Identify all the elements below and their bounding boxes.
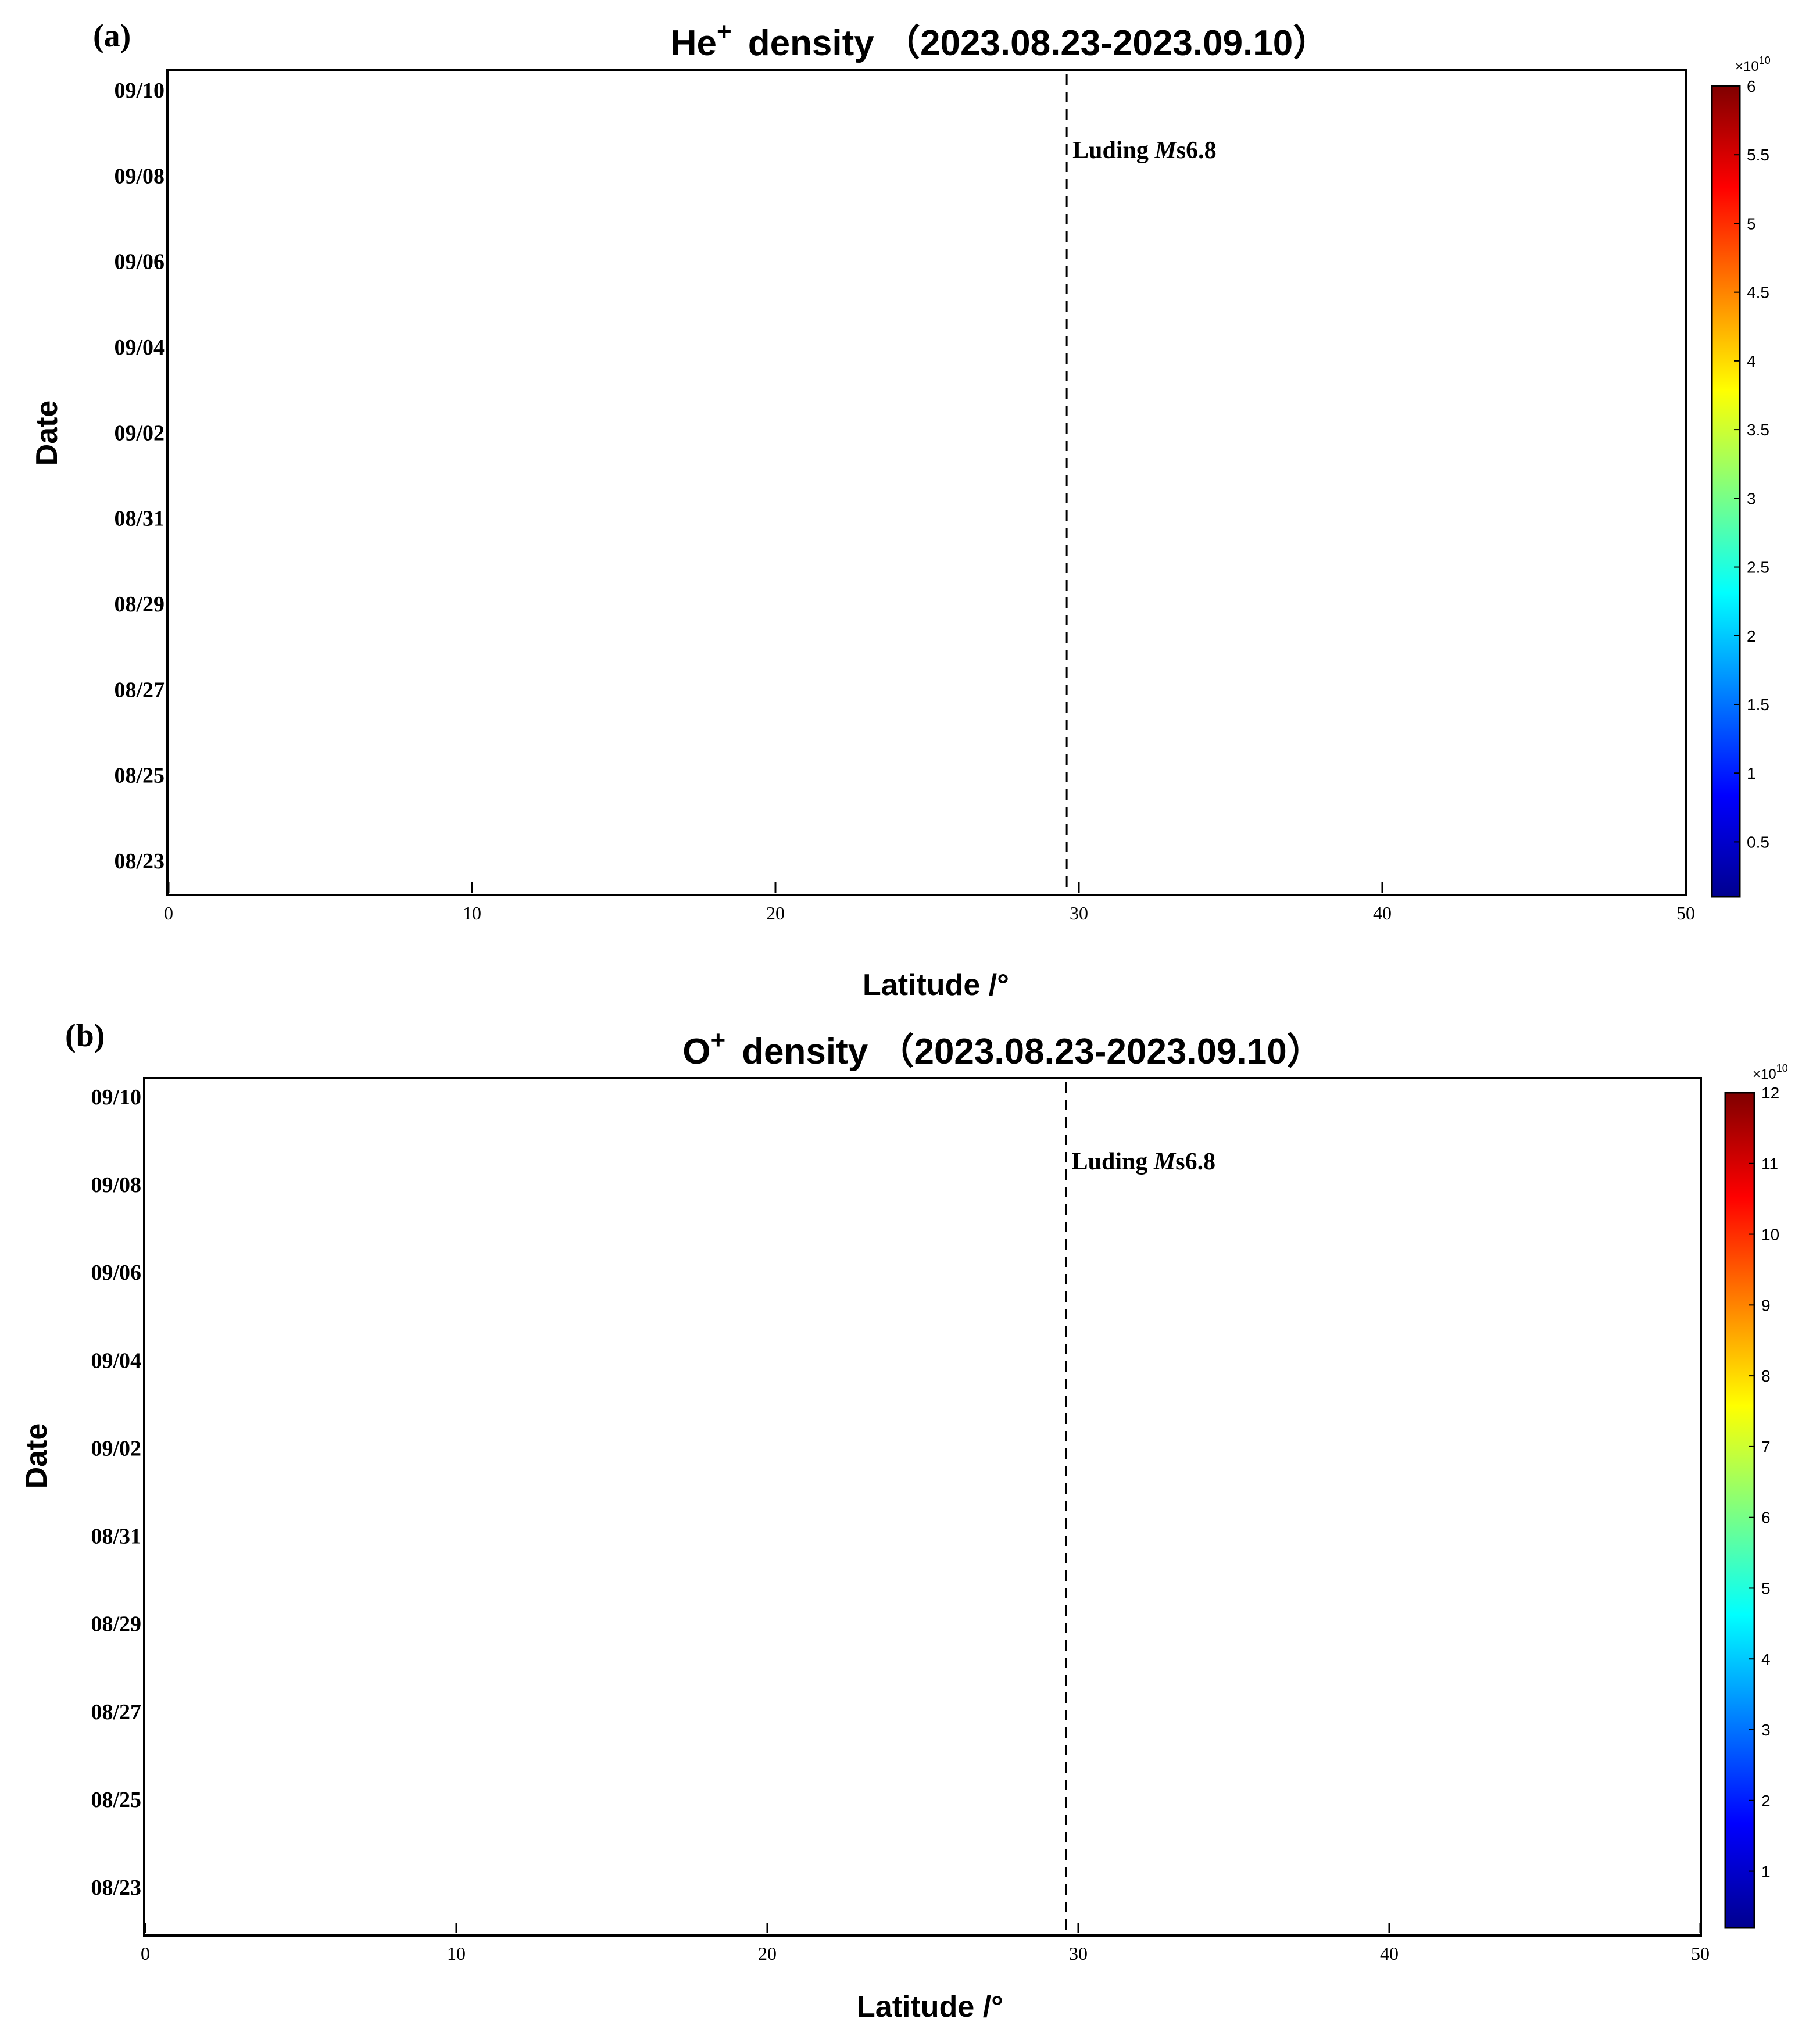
colorbar-gradient: [1724, 1092, 1755, 1929]
title-rest: density （2023.08.23-2023.09.10）: [742, 1031, 1323, 1072]
x-axis-label: Latitude /°: [857, 1990, 1003, 2024]
x-tick-label: 20: [758, 1943, 777, 1964]
panel-b: (b) O+ density （2023.08.23-2023.09.10） Lu…: [20, 1018, 1788, 2024]
colorbar-tick-label: 5: [1747, 214, 1756, 232]
y-tick-label: 09/08: [91, 1173, 141, 1197]
y-tick-label: 08/29: [91, 1612, 141, 1637]
x-tick-label: 10: [463, 903, 481, 924]
y-axis-ticks: 09/10 09/08 09/06 09/04 09/02 08/31 08/29 08/27…: [91, 1085, 141, 1900]
colorbar-tick-label: 11: [1761, 1155, 1778, 1173]
y-tick-label: 08/27: [114, 678, 165, 702]
y-tick-label: 08/25: [114, 764, 165, 788]
panel-label: (b): [65, 1018, 105, 1054]
y-tick-label: 08/27: [91, 1700, 141, 1724]
y-tick-label: 08/29: [114, 592, 165, 617]
x-tick-label: 50: [1676, 903, 1695, 924]
title-species: O: [682, 1032, 710, 1072]
y-tick-label: 08/23: [91, 1876, 141, 1900]
colorbar: ×1010 0.5 1 1.5 2 2.5 3 3.5 4 4.5 5 5.5 6: [1711, 55, 1771, 898]
colorbar-tick-label: 6: [1761, 1509, 1771, 1527]
colorbar-tick-label: 2: [1761, 1792, 1771, 1810]
x-tick-label: 30: [1070, 903, 1088, 924]
colorbar-exponent: ×1010: [1753, 1062, 1788, 1082]
colorbar-tick-label: 3: [1747, 489, 1756, 507]
title-superscript: +: [710, 1026, 725, 1054]
x-tick-label: 40: [1373, 903, 1392, 924]
y-tick-label: 08/31: [114, 507, 165, 531]
plot-frame: [143, 1077, 1702, 1937]
colorbar-tick-label: 4: [1747, 352, 1756, 370]
colorbar-tick-label: 5.5: [1747, 146, 1769, 164]
y-tick-label: 09/02: [91, 1436, 141, 1461]
x-tick-label: 40: [1380, 1943, 1399, 1964]
colorbar-exponent: ×1010: [1735, 55, 1771, 74]
colorbar-tick-label: 1.5: [1747, 696, 1769, 714]
y-tick-label: 09/04: [91, 1348, 141, 1373]
heatmap-rows: [140, 1087, 1706, 1889]
x-axis-ticks: 0 10 20 30 40 50: [141, 1923, 1710, 1964]
y-tick-label: 09/06: [114, 250, 165, 274]
heatmap-rows: [163, 80, 1692, 863]
title-superscript: +: [717, 17, 732, 46]
colorbar-ticks: 0.5 1 1.5 2 2.5 3 3.5 4 4.5 5 5.5 6: [1734, 77, 1769, 851]
y-axis-ticks: 09/10 09/08 09/06 09/04 09/02 08/31 08/29 08/27…: [114, 78, 165, 874]
colorbar-tick-label: 8: [1761, 1367, 1771, 1385]
colorbar-tick-label: 12: [1761, 1084, 1779, 1102]
colorbar-tick-label: 4: [1761, 1650, 1771, 1668]
x-tick-label: 0: [164, 903, 173, 924]
colorbar-tick-label: 1: [1747, 764, 1756, 782]
chart-title: He+ density （2023.08.23-2023.09.10）: [671, 17, 1329, 63]
x-tick-label: 50: [1691, 1943, 1710, 1964]
title-rest: density （2023.08.23-2023.09.10）: [748, 23, 1329, 63]
y-tick-label: 09/02: [114, 421, 165, 445]
colorbar-tick-label: 9: [1761, 1296, 1771, 1314]
y-tick-label: 09/10: [91, 1085, 141, 1110]
event-annotation: Luding Ms6.8: [1072, 137, 1216, 164]
colorbar-gradient: [1711, 85, 1741, 898]
y-axis-label: Date: [30, 400, 64, 466]
y-axis-label: Date: [20, 1423, 53, 1489]
colorbar-tick-label: 5: [1761, 1579, 1771, 1597]
x-tick-label: 10: [447, 1943, 466, 1964]
y-tick-label: 09/04: [114, 335, 165, 360]
x-tick-label: 30: [1069, 1943, 1088, 1964]
x-axis-label: Latitude /°: [863, 968, 1009, 1002]
colorbar-tick-label: 3: [1761, 1721, 1771, 1739]
colorbar-tick-label: 0.5: [1747, 833, 1769, 851]
colorbar-tick-label: 3.5: [1747, 421, 1769, 439]
chart-title: O+ density （2023.08.23-2023.09.10）: [682, 1026, 1322, 1072]
x-axis-ticks: 0 10 20 30 40 50: [164, 882, 1695, 924]
panel-label: (a): [93, 18, 131, 54]
y-tick-label: 08/31: [91, 1525, 141, 1549]
colorbar-tick-label: 2.5: [1747, 559, 1769, 577]
title-species: He: [671, 23, 717, 63]
event-annotation: Luding Ms6.8: [1072, 1148, 1215, 1175]
panel-a: (a) He+ density （2023.08.23-2023.09.10） L…: [30, 17, 1771, 1002]
y-tick-label: 08/25: [91, 1788, 141, 1812]
colorbar-tick-label: 6: [1747, 77, 1756, 95]
x-tick-label: 20: [766, 903, 785, 924]
colorbar-tick-label: 10: [1761, 1226, 1779, 1244]
colorbar-tick-label: 1: [1761, 1863, 1771, 1881]
colorbar-tick-label: 7: [1761, 1438, 1771, 1456]
y-tick-label: 09/08: [114, 164, 165, 188]
x-tick-label: 0: [141, 1943, 150, 1964]
colorbar-tick-label: 2: [1747, 627, 1756, 645]
y-tick-label: 09/10: [114, 78, 165, 103]
y-tick-label: 09/06: [91, 1261, 141, 1285]
y-tick-label: 08/23: [114, 849, 165, 874]
plot-frame: [166, 69, 1687, 896]
colorbar-tick-label: 4.5: [1747, 284, 1769, 302]
